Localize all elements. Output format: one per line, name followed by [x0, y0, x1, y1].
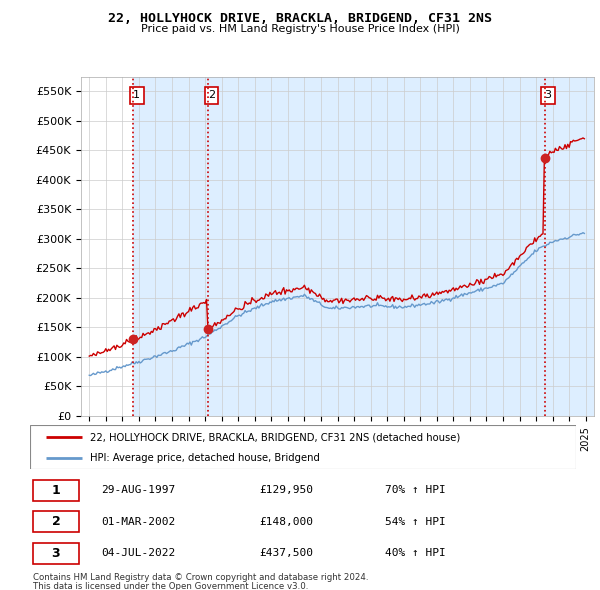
Bar: [33, 480, 79, 500]
Text: 29-AUG-1997: 29-AUG-1997: [101, 485, 175, 495]
Text: This data is licensed under the Open Government Licence v3.0.: This data is licensed under the Open Gov…: [33, 582, 308, 590]
Text: 01-MAR-2002: 01-MAR-2002: [101, 517, 175, 526]
Text: 04-JUL-2022: 04-JUL-2022: [101, 548, 175, 558]
Text: 2: 2: [208, 90, 215, 100]
Text: Price paid vs. HM Land Registry's House Price Index (HPI): Price paid vs. HM Land Registry's House …: [140, 24, 460, 34]
Text: 1: 1: [133, 90, 140, 100]
Text: 2: 2: [52, 515, 61, 528]
Text: HPI: Average price, detached house, Bridgend: HPI: Average price, detached house, Brid…: [90, 453, 320, 463]
Bar: [545, 77, 594, 416]
Text: 1: 1: [52, 484, 61, 497]
Text: 3: 3: [52, 546, 60, 559]
Text: 54% ↑ HPI: 54% ↑ HPI: [385, 517, 446, 526]
Text: 40% ↑ HPI: 40% ↑ HPI: [385, 548, 446, 558]
Text: 3: 3: [545, 90, 551, 100]
Bar: [33, 543, 79, 563]
Bar: [33, 511, 79, 532]
Text: £437,500: £437,500: [259, 548, 313, 558]
Text: 70% ↑ HPI: 70% ↑ HPI: [385, 485, 446, 495]
Text: £148,000: £148,000: [259, 517, 313, 526]
Text: Contains HM Land Registry data © Crown copyright and database right 2024.: Contains HM Land Registry data © Crown c…: [33, 573, 368, 582]
Text: £129,950: £129,950: [259, 485, 313, 495]
Text: 22, HOLLYHOCK DRIVE, BRACKLA, BRIDGEND, CF31 2NS: 22, HOLLYHOCK DRIVE, BRACKLA, BRIDGEND, …: [108, 12, 492, 25]
Text: 22, HOLLYHOCK DRIVE, BRACKLA, BRIDGEND, CF31 2NS (detached house): 22, HOLLYHOCK DRIVE, BRACKLA, BRIDGEND, …: [90, 432, 460, 442]
Bar: [133, 77, 208, 416]
Bar: [208, 77, 545, 416]
